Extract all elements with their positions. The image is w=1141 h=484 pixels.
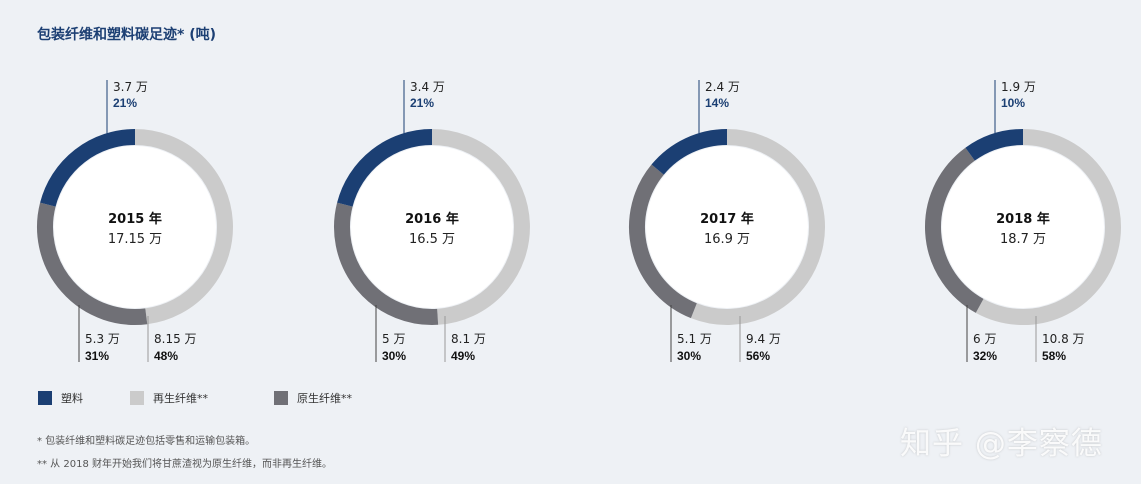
year-label: 2018 年 <box>996 211 1050 227</box>
donut-slice-plastic <box>40 129 136 207</box>
value-label-plastic: 1.9 万 <box>1001 80 1036 94</box>
legend: 塑料 再生纤维** 原生纤维** <box>0 390 1141 408</box>
legend-swatch-recycled <box>130 391 144 405</box>
year-label: 2015 年 <box>108 211 162 227</box>
value-label-plastic: 2.4 万 <box>705 80 740 94</box>
donut-slice-recycled <box>134 129 233 325</box>
donut-charts: 2015 年 17.15 万 3.7 万 21% 5.3 万 31% 8.15 万 48% 20… <box>37 80 1121 363</box>
donut-slice-virgin <box>37 202 148 325</box>
pct-label-plastic: 14% <box>705 96 729 110</box>
chart-title: 包装纤维和塑料碳足迹* (吨) <box>37 27 216 43</box>
value-label-recycled: 8.1 万 <box>451 332 486 346</box>
donut-slice-recycled <box>690 129 825 325</box>
donut-slice-plastic <box>965 129 1024 161</box>
value-label-plastic: 3.4 万 <box>410 80 445 94</box>
legend-swatch-virgin <box>274 391 288 405</box>
pct-label-virgin: 30% <box>382 349 406 363</box>
pct-label-recycled: 58% <box>1042 349 1066 363</box>
watermark: 知乎 @李察德 <box>900 426 1103 462</box>
value-label-recycled: 9.4 万 <box>746 332 781 346</box>
pct-label-virgin: 31% <box>85 349 109 363</box>
donut-slice-virgin <box>334 202 439 325</box>
pct-label-plastic: 21% <box>410 96 434 110</box>
donut-slice-plastic <box>651 129 728 175</box>
legend-item-plastic: 塑料 <box>38 390 83 406</box>
donut-slice-recycled <box>431 129 530 325</box>
legend-swatch-plastic <box>38 391 52 405</box>
legend-item-recycled: 再生纤维** <box>130 390 208 406</box>
donut-center <box>54 146 216 308</box>
legend-label-plastic: 塑料 <box>61 392 83 405</box>
legend-item-virgin: 原生纤维** <box>274 390 352 406</box>
value-label-recycled: 10.8 万 <box>1042 332 1085 346</box>
donut-slice-virgin <box>925 147 984 313</box>
pct-label-recycled: 49% <box>451 349 475 363</box>
pct-label-plastic: 21% <box>113 96 137 110</box>
footnote-1: * 包装纤维和塑料碳足迹包括零售和运输包装箱。 <box>37 436 256 447</box>
value-label-virgin: 5 万 <box>382 332 405 346</box>
year-label: 2016 年 <box>405 211 459 227</box>
legend-label-virgin: 原生纤维** <box>297 392 352 405</box>
donut-center <box>942 146 1104 308</box>
total-label: 16.9 万 <box>704 232 750 247</box>
pct-label-plastic: 10% <box>1001 96 1025 110</box>
donut-slice-plastic <box>337 129 433 207</box>
donut-center <box>351 146 513 308</box>
footnote-2: ** 从 2018 财年开始我们将甘蔗渣视为原生纤维，而非再生纤维。 <box>37 459 332 470</box>
donut-center <box>646 146 808 308</box>
value-label-recycled: 8.15 万 <box>154 332 197 346</box>
donut-slice-recycled <box>975 129 1121 325</box>
value-label-virgin: 6 万 <box>973 332 996 346</box>
year-label: 2017 年 <box>700 211 754 227</box>
donut-slice-virgin <box>629 164 697 319</box>
legend-label-recycled: 再生纤维** <box>153 392 208 405</box>
value-label-virgin: 5.1 万 <box>677 332 712 346</box>
value-label-plastic: 3.7 万 <box>113 80 148 94</box>
pct-label-recycled: 56% <box>746 349 770 363</box>
pct-label-virgin: 30% <box>677 349 701 363</box>
total-label: 17.15 万 <box>108 232 162 247</box>
total-label: 18.7 万 <box>1000 232 1046 247</box>
pct-label-virgin: 32% <box>973 349 997 363</box>
total-label: 16.5 万 <box>409 232 455 247</box>
pct-label-recycled: 48% <box>154 349 178 363</box>
value-label-virgin: 5.3 万 <box>85 332 120 346</box>
